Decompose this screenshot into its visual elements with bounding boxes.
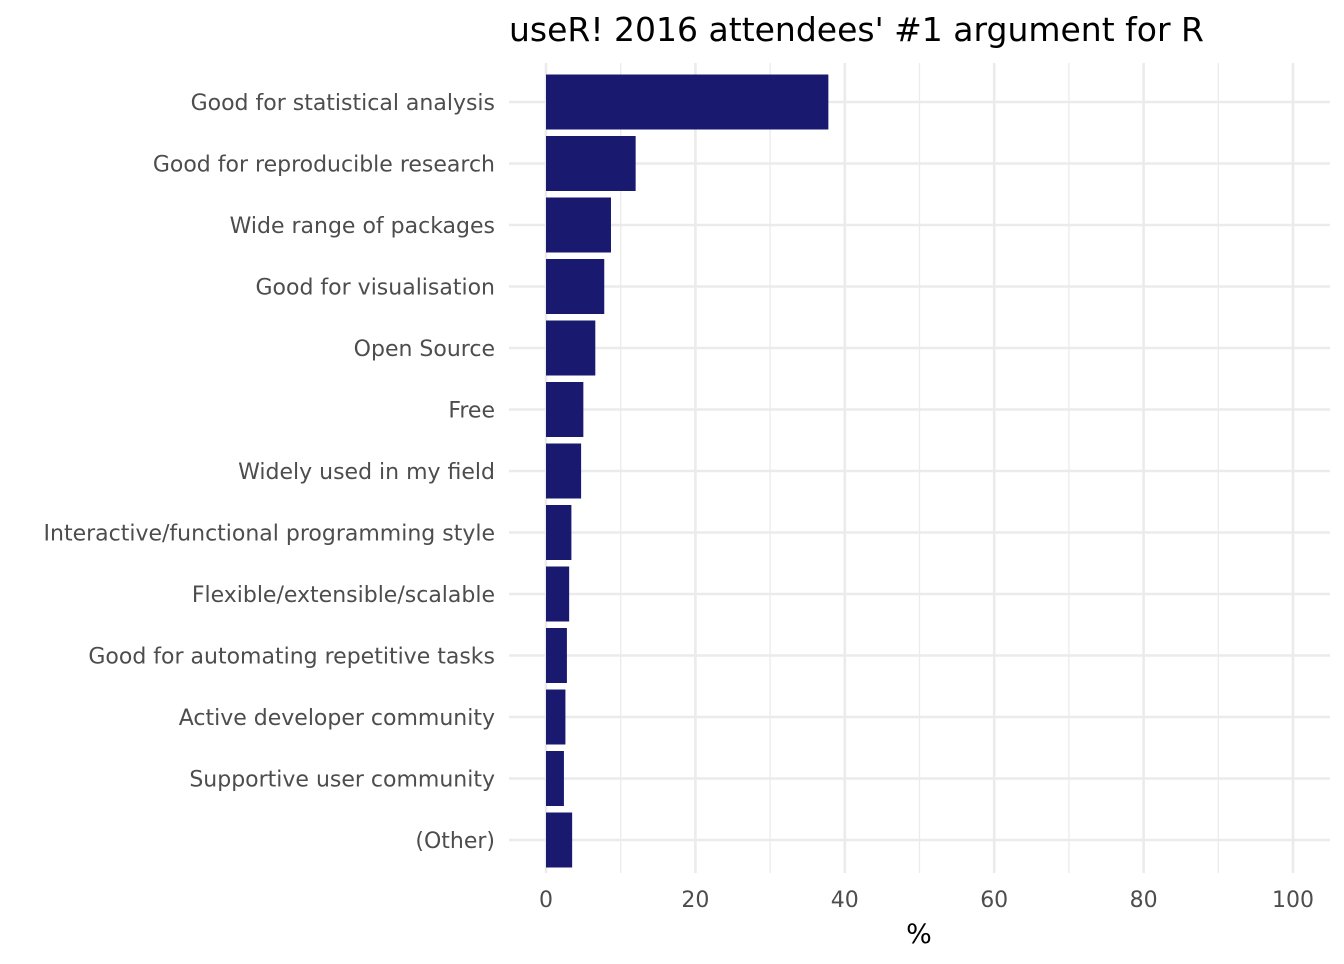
bar bbox=[546, 628, 567, 683]
chart-title: useR! 2016 attendees' #1 argument for R bbox=[509, 10, 1204, 49]
bar bbox=[546, 443, 582, 499]
category-label: Flexible/extensible/scalable bbox=[192, 583, 495, 608]
category-label: Good for statistical analysis bbox=[191, 91, 495, 116]
x-tick-label: 80 bbox=[1130, 888, 1158, 913]
x-axis-title: % bbox=[906, 919, 932, 950]
bar bbox=[546, 689, 566, 745]
bar bbox=[546, 136, 636, 191]
bar bbox=[546, 259, 605, 314]
bar bbox=[546, 74, 829, 130]
bar bbox=[546, 566, 570, 622]
category-label: Interactive/functional programming style bbox=[44, 522, 495, 547]
category-label: Good for reproducible research bbox=[153, 153, 495, 178]
category-labels: Good for statistical analysis Good for re… bbox=[44, 91, 495, 854]
bar bbox=[546, 320, 596, 376]
bar bbox=[546, 812, 573, 868]
x-tick-label: 0 bbox=[539, 888, 553, 913]
category-label: Wide range of packages bbox=[230, 214, 495, 239]
bar bbox=[546, 751, 564, 806]
x-tick-label: 60 bbox=[980, 888, 1008, 913]
x-tick-label: 40 bbox=[831, 888, 859, 913]
bar bbox=[546, 382, 584, 437]
bar bbox=[546, 197, 611, 253]
bars bbox=[546, 74, 829, 868]
bar bbox=[546, 505, 572, 560]
category-label: Widely used in my field bbox=[238, 460, 495, 485]
category-label: (Other) bbox=[415, 829, 495, 854]
x-tick-label: 100 bbox=[1272, 888, 1314, 913]
x-tick-label: 20 bbox=[681, 888, 709, 913]
category-label: Good for automating repetitive tasks bbox=[88, 645, 495, 670]
x-tick-labels: 0 20 40 60 80 100 bbox=[539, 888, 1314, 913]
category-label: Good for visualisation bbox=[256, 276, 496, 301]
category-label: Open Source bbox=[354, 337, 495, 362]
category-label: Active developer community bbox=[179, 706, 495, 731]
category-label: Free bbox=[448, 399, 495, 424]
category-label: Supportive user community bbox=[189, 768, 495, 793]
